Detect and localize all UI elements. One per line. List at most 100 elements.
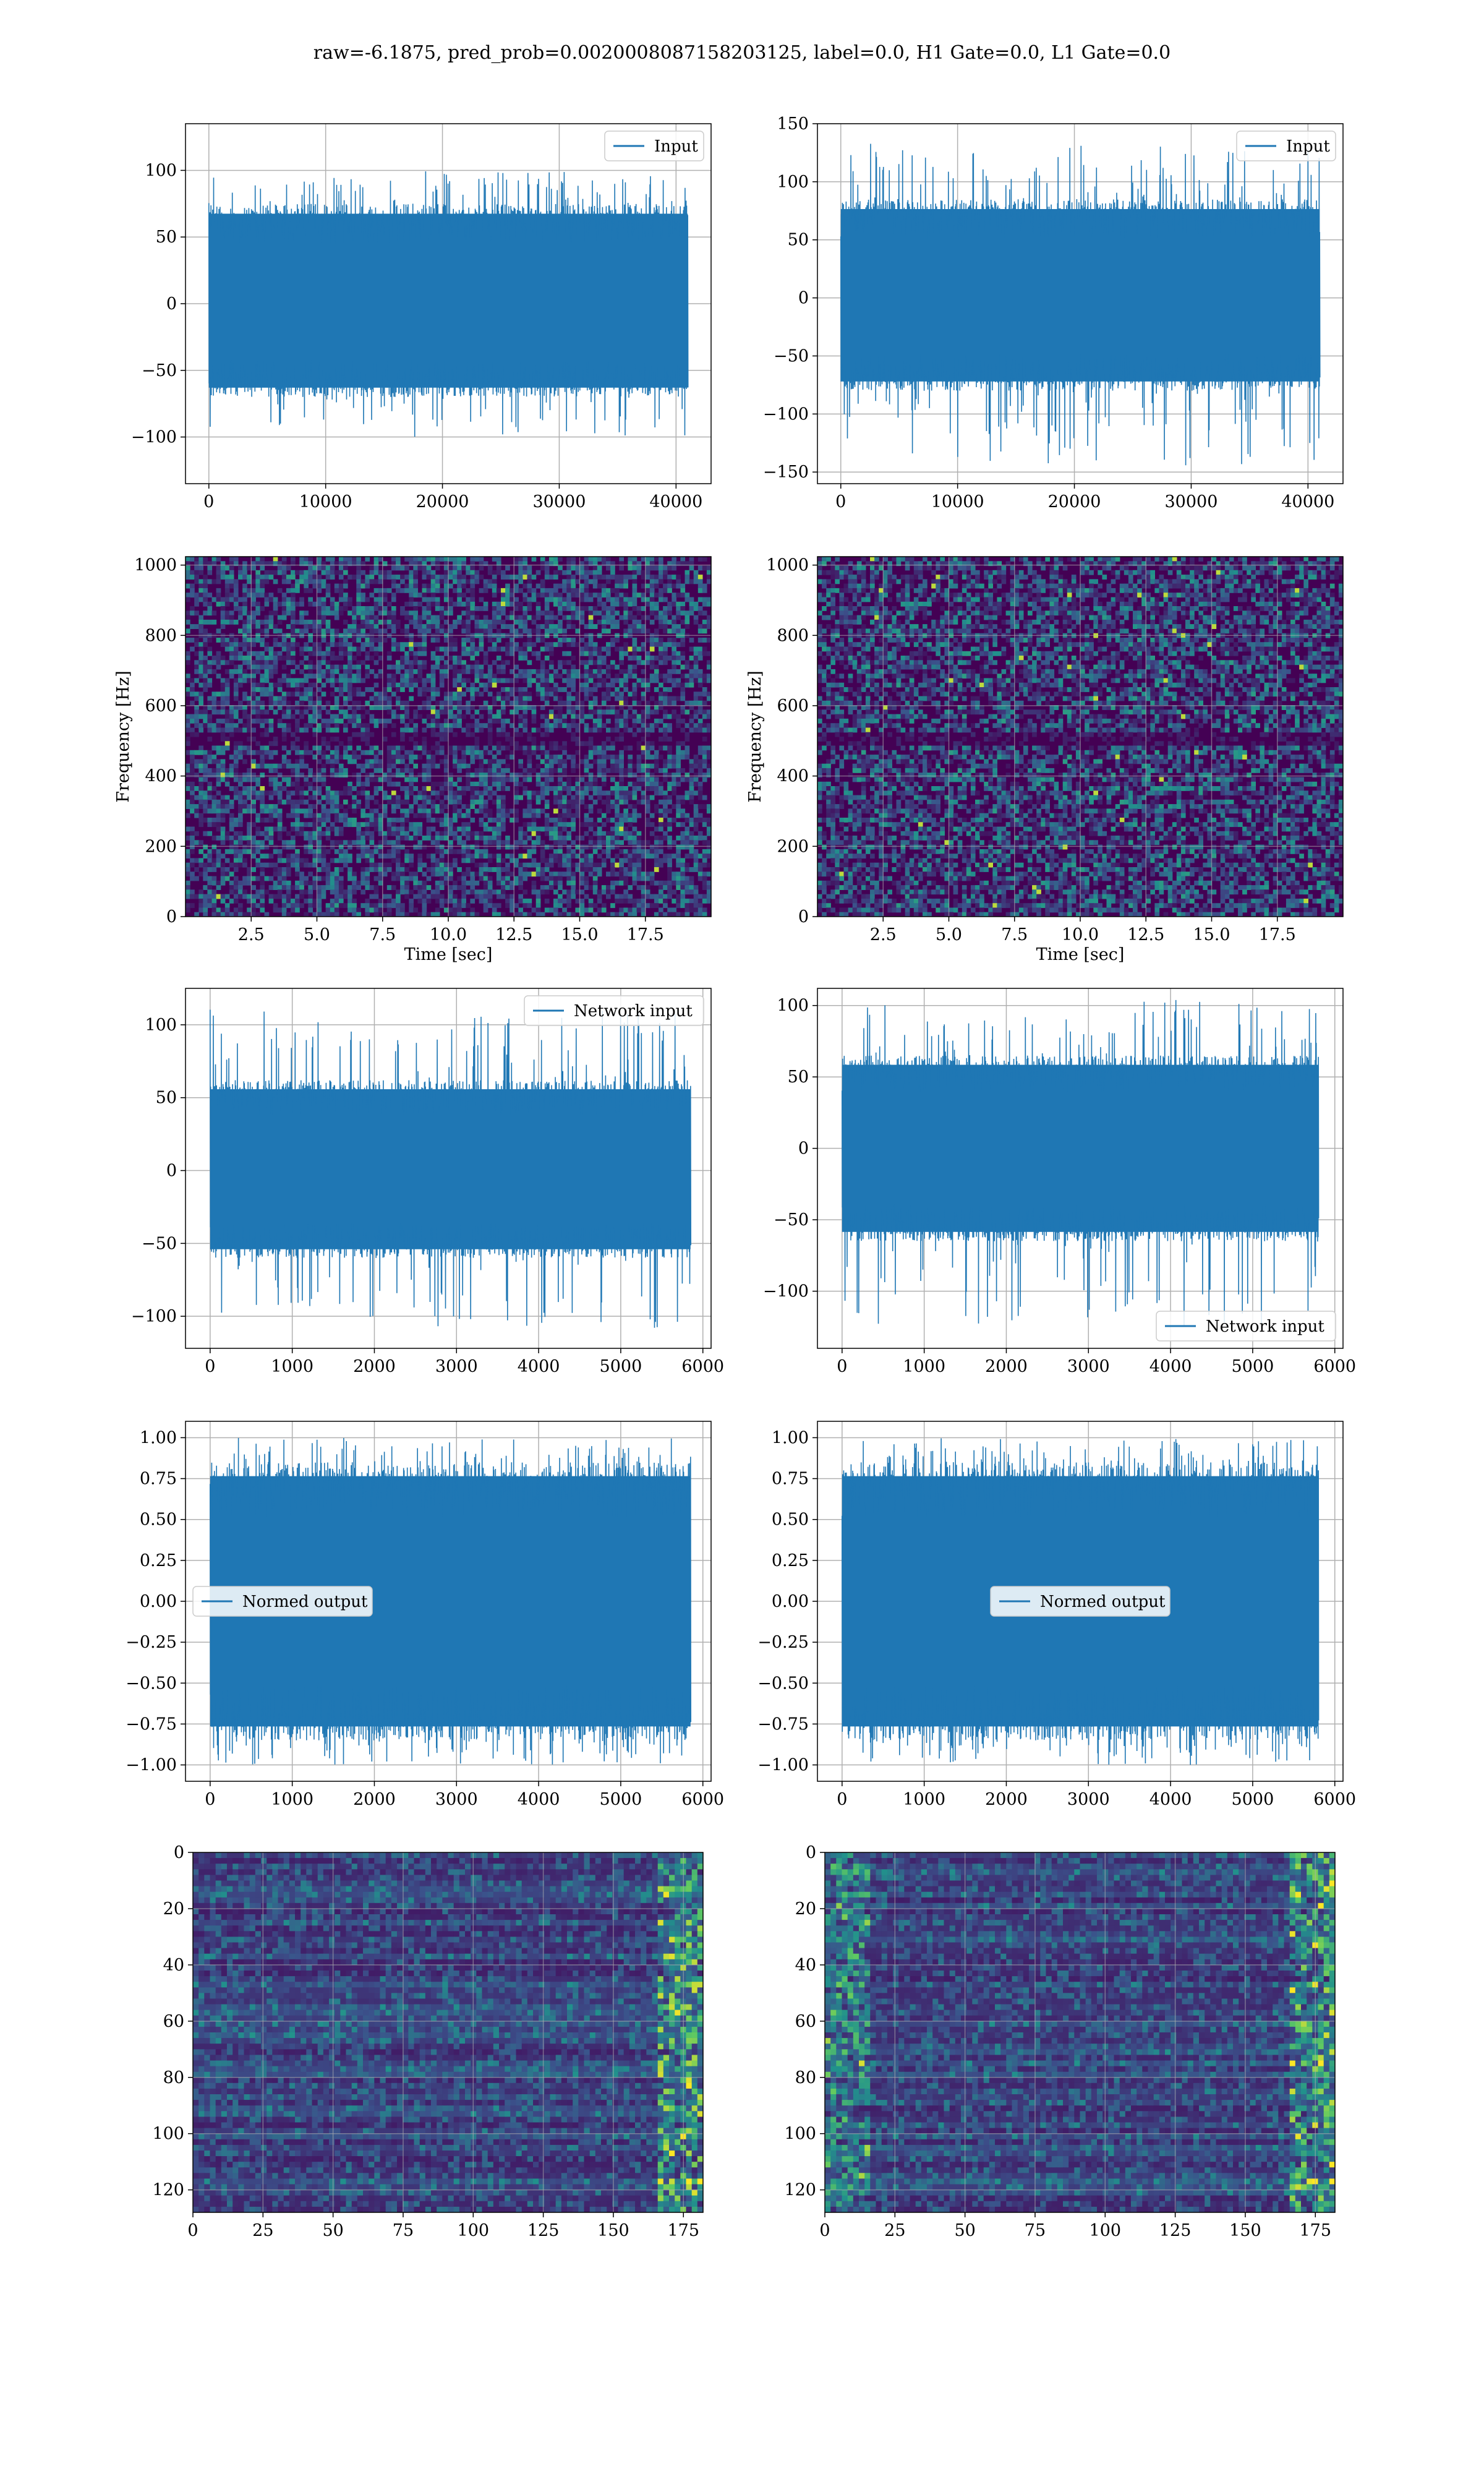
heatmap-cell — [247, 624, 252, 629]
heatmap-cell — [233, 840, 239, 845]
heatmap-cell — [369, 565, 375, 571]
heatmap-cell — [584, 561, 589, 567]
heatmap-cell — [321, 831, 326, 836]
heatmap-cell — [343, 849, 348, 854]
heatmap-cell — [413, 745, 418, 751]
heatmap-cell — [190, 691, 195, 697]
heatmap-cell — [242, 674, 247, 679]
heatmap-cell — [435, 808, 440, 814]
heatmap-cell — [194, 557, 199, 562]
heatmap-cell — [435, 691, 440, 697]
heatmap-cell — [510, 601, 514, 607]
heatmap-cell — [531, 849, 537, 854]
heatmap-cell — [291, 682, 296, 688]
heatmap-cell — [190, 732, 195, 737]
heatmap-cell — [220, 831, 226, 836]
heatmap-cell — [268, 700, 274, 706]
heatmap-cell — [592, 570, 598, 575]
heatmap-cell — [286, 777, 291, 782]
heatmap-cell — [356, 615, 361, 620]
heatmap-cell — [400, 565, 405, 571]
heatmap-cell — [470, 755, 475, 760]
heatmap-cell — [592, 745, 598, 751]
heatmap-cell — [386, 755, 392, 760]
heatmap-cell — [514, 646, 519, 652]
heatmap-cell — [194, 714, 199, 719]
heatmap-cell — [251, 840, 256, 845]
heatmap-cell — [619, 813, 624, 818]
heatmap-cell — [588, 844, 594, 850]
heatmap-cell — [689, 565, 694, 571]
heatmap-cell — [281, 732, 287, 737]
heatmap-cell — [304, 745, 309, 751]
heatmap-cell — [584, 790, 589, 796]
heatmap-cell — [501, 773, 506, 778]
heatmap-cell — [562, 822, 567, 828]
heatmap-cell — [373, 570, 379, 575]
heatmap-cell — [382, 619, 388, 625]
heatmap-cell — [386, 745, 392, 751]
heatmap-cell — [198, 759, 203, 764]
heatmap-cell — [702, 755, 707, 760]
heatmap-cell — [606, 804, 611, 809]
heatmap-cell — [457, 669, 462, 674]
heatmap-cell — [553, 822, 558, 828]
heatmap-cell — [430, 826, 436, 832]
heatmap-cell — [198, 700, 203, 706]
heatmap-cell — [190, 750, 195, 755]
heatmap-cell — [382, 628, 388, 634]
heatmap-cell — [584, 583, 589, 589]
heatmap-cell — [680, 674, 686, 679]
heatmap-cell — [382, 638, 388, 643]
heatmap-cell — [409, 750, 414, 755]
heatmap-cell — [260, 799, 265, 805]
heatmap-cell — [224, 678, 230, 683]
heatmap-cell — [487, 826, 493, 832]
heatmap-cell — [496, 678, 501, 683]
heatmap-cell — [676, 844, 681, 850]
heatmap-cell — [601, 583, 607, 589]
heatmap-cell — [295, 799, 300, 805]
heatmap-cell — [575, 723, 581, 729]
heatmap-cell — [663, 732, 668, 737]
heatmap-cell — [422, 727, 427, 733]
heatmap-cell — [588, 579, 594, 584]
heatmap-cell — [645, 615, 650, 620]
heatmap-cell — [422, 808, 427, 814]
y-tick-label: −100 — [763, 404, 809, 424]
heatmap-cell — [413, 678, 418, 683]
heatmap-cell — [667, 840, 672, 845]
heatmap-cell — [356, 651, 361, 656]
heatmap-cell — [562, 583, 567, 589]
heatmap-cell — [706, 750, 711, 755]
heatmap-cell — [667, 745, 672, 751]
heatmap-cell — [492, 588, 497, 593]
heatmap-cell — [514, 601, 519, 607]
heatmap-cell — [592, 790, 598, 796]
heatmap-cell — [667, 763, 672, 769]
heatmap-cell — [676, 669, 681, 674]
heatmap-cell — [448, 799, 453, 805]
heatmap-cell — [413, 822, 418, 828]
heatmap-cell — [317, 790, 322, 796]
heatmap-cell — [439, 831, 445, 836]
heatmap-cell — [238, 656, 243, 661]
heatmap-cell — [535, 831, 541, 836]
heatmap-cell — [304, 831, 309, 836]
heatmap-cell — [571, 610, 576, 616]
heatmap-cell — [291, 588, 296, 593]
heatmap-cell — [281, 844, 287, 850]
heatmap-cell — [430, 588, 436, 593]
heatmap-cell — [220, 727, 226, 733]
heatmap-cell — [356, 781, 361, 787]
heatmap-cell — [268, 804, 274, 809]
heatmap-cell — [356, 593, 361, 598]
heatmap-cell — [198, 646, 203, 652]
heatmap-cell — [606, 642, 611, 648]
heatmap-cell — [404, 763, 409, 769]
heatmap-cell — [501, 844, 506, 850]
heatmap-cell — [430, 755, 436, 760]
heatmap-cell — [317, 745, 322, 751]
heatmap-cell — [220, 799, 226, 805]
heatmap-cell — [453, 601, 458, 607]
